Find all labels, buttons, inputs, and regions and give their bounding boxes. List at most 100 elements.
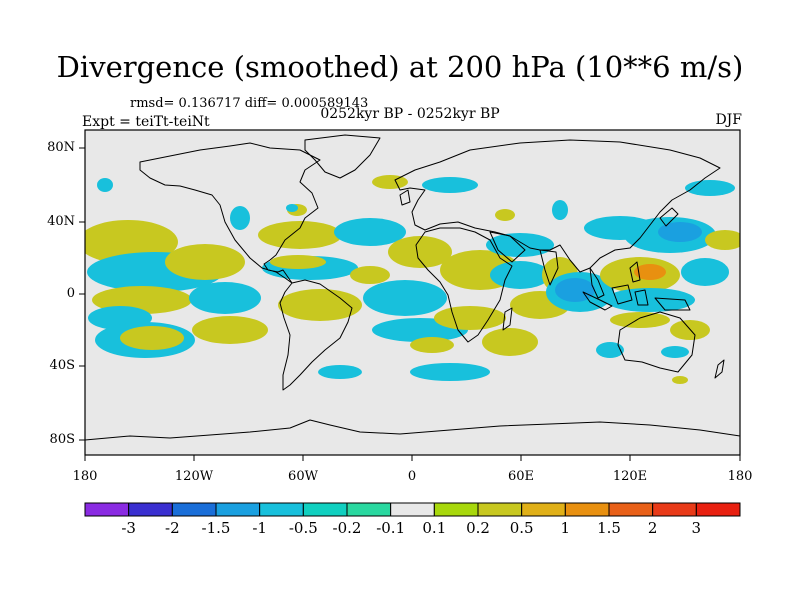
antarctica-coast [84, 419, 741, 441]
positive-region [165, 244, 245, 280]
arabia-coast [489, 231, 526, 263]
lat-label-40n: 40N [47, 214, 75, 229]
colorbar-tick-label: -2 [165, 519, 180, 537]
greenland-coast [304, 134, 381, 179]
uk-coast [399, 189, 411, 206]
negative-region [605, 288, 695, 312]
colorbar-swatch [171, 502, 217, 517]
colorbar-swatch [390, 502, 435, 517]
negative-region [230, 206, 250, 230]
positive-region [258, 221, 342, 249]
positive-region [672, 376, 688, 384]
colorbar-swatch [215, 502, 261, 517]
colorbar-swatch [477, 502, 523, 517]
new-guinea-coast [654, 297, 691, 311]
lon-label-180w: 180 [72, 469, 98, 484]
strong-negative-region [658, 222, 702, 242]
colorbar-swatch [128, 502, 173, 517]
borneo-coast [611, 284, 633, 305]
period-subtitle: 0252kyr BP - 0252kyr BP [320, 106, 500, 122]
negative-region [189, 282, 261, 314]
colorbar-tick-label: -1.5 [201, 519, 231, 537]
colorbar-swatch [608, 502, 654, 517]
lat-label-80s: 80S [49, 432, 75, 447]
negative-region [286, 204, 298, 212]
positive-region [350, 266, 390, 284]
negative-region [490, 261, 550, 289]
india-coast [539, 249, 559, 286]
lat-label-0: 0 [66, 286, 75, 301]
plot-title: Divergence (smoothed) at 200 hPa (10**6 … [56, 50, 744, 84]
tick-marks [79, 147, 741, 461]
positive-region [410, 337, 454, 353]
colorbar-swatch [259, 502, 304, 517]
lat-label-80n: 80N [47, 140, 75, 155]
season-label: DJF [715, 112, 742, 128]
lon-label-0: 0 [407, 469, 417, 484]
indochina-coast [589, 267, 605, 299]
colorbar [84, 502, 741, 517]
colorbar-swatch [302, 502, 348, 517]
positive-region [278, 289, 362, 321]
colorbar-tick-label: 2 [647, 519, 658, 537]
colorbar-tick-label: 0.1 [422, 519, 447, 537]
positive-region [372, 175, 408, 189]
colorbar-tick-label: 0.2 [466, 519, 490, 537]
negative-region [422, 177, 478, 193]
positive-region [120, 326, 184, 350]
negative-region [552, 200, 568, 220]
coastlines [84, 134, 741, 441]
colorbar-tick-label: -3 [121, 519, 136, 537]
colorbar-swatch [84, 502, 130, 517]
negative-region [318, 365, 362, 379]
negative-region [97, 178, 113, 192]
lat-label-40s: 40S [49, 358, 75, 373]
north-america-coast [139, 142, 321, 284]
colorbar-tick-label: 3 [691, 519, 702, 537]
africa-coast [415, 227, 513, 343]
positive-region [495, 209, 515, 221]
positive-region [482, 328, 538, 356]
colorbar-tick-label: 1 [560, 519, 571, 537]
strong-negative-region [555, 278, 595, 302]
colorbar-tick-label: -1 [252, 519, 267, 537]
philippines-coast [629, 261, 641, 283]
colorbar-tick-label: -0.1 [376, 519, 406, 537]
colorbar-tick-label: -0.2 [332, 519, 362, 537]
sulawesi-coast [634, 289, 649, 306]
colorbar-tick-label: 0.5 [509, 519, 534, 537]
sumatra-coast [582, 291, 613, 311]
positive-region [610, 312, 670, 328]
lon-label-60w: 60W [288, 469, 318, 484]
negative-region [681, 258, 729, 286]
colorbar-swatch [652, 502, 697, 517]
positive-region [192, 316, 268, 344]
strong-positive-region [634, 264, 666, 280]
negative-region [661, 346, 689, 358]
new-zealand-coast [714, 359, 725, 379]
experiment-label: Expt = teiTt-teiNt [82, 114, 210, 130]
positive-region [434, 306, 506, 330]
divergence-field [85, 175, 740, 384]
colorbar-tick-label: -0.5 [288, 519, 318, 537]
negative-region [334, 218, 406, 246]
negative-region [363, 280, 447, 316]
stats-text: rmsd= 0.136717 diff= 0.000589143 [130, 96, 369, 111]
colorbar-swatch [695, 502, 741, 517]
positive-region [388, 236, 452, 268]
negative-region [410, 363, 490, 381]
south-america-coast [279, 279, 353, 391]
japan-coast [659, 207, 679, 227]
colorbar-swatch [564, 502, 610, 517]
lon-label-120w: 120W [174, 469, 214, 484]
positive-region [705, 230, 740, 250]
australia-coast [617, 311, 696, 373]
eurasia-coast [394, 139, 721, 273]
lon-label-60e: 60E [507, 469, 535, 484]
lon-label-180e: 180 [727, 469, 753, 484]
colorbar-swatch [346, 502, 392, 517]
negative-region [596, 342, 624, 358]
colorbar-tick-label: 1.5 [597, 519, 621, 537]
colorbar-swatch [433, 502, 479, 517]
